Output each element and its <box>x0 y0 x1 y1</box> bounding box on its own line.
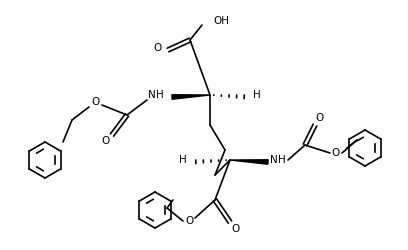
Text: H: H <box>156 90 164 100</box>
Text: N: N <box>270 155 278 165</box>
Text: O: O <box>332 148 340 158</box>
Text: O: O <box>315 113 323 123</box>
Text: H: H <box>253 90 261 100</box>
Polygon shape <box>230 160 268 164</box>
Text: O: O <box>101 136 109 146</box>
Text: O: O <box>154 43 162 53</box>
Text: H: H <box>179 155 187 165</box>
Text: O: O <box>91 97 99 107</box>
Text: O: O <box>185 216 193 226</box>
Text: O: O <box>231 224 239 234</box>
Text: H: H <box>278 155 286 165</box>
Text: N: N <box>148 90 156 100</box>
Polygon shape <box>172 95 210 99</box>
Text: OH: OH <box>213 16 229 26</box>
